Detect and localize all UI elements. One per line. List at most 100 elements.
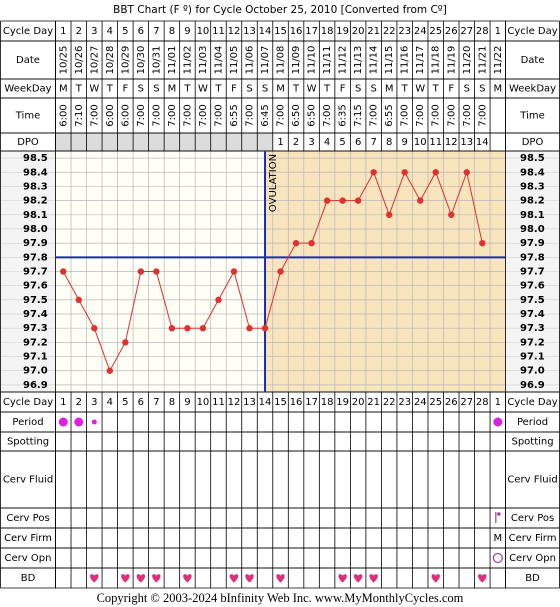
- temperature-point: [215, 296, 222, 304]
- cycle-day: 11: [212, 397, 225, 408]
- time: 6:50: [307, 104, 318, 126]
- bd-heart: [90, 574, 99, 583]
- dpo: 4: [324, 137, 330, 148]
- date: 11/15: [384, 46, 395, 75]
- footer: Copyright © 2003-2024 bInfinity Web Inc.…: [97, 591, 464, 605]
- y-tick-label: 97.1: [23, 352, 48, 363]
- y-tick-label: 98.1: [23, 210, 48, 221]
- temperature-point: [75, 296, 82, 304]
- weekday: T: [106, 84, 114, 95]
- dpo: 2: [293, 137, 299, 148]
- time: 6:35: [338, 104, 349, 126]
- bd-heart: [431, 574, 440, 583]
- chart-title: BBT Chart (F º) for Cycle October 25, 20…: [113, 4, 447, 16]
- row-label: Time: [519, 111, 544, 122]
- cycle-day: 1: [495, 397, 501, 408]
- time: 6:00: [58, 104, 69, 126]
- dpo: 9: [402, 137, 408, 148]
- date: 11/22: [493, 46, 504, 75]
- date: 11/17: [415, 46, 426, 75]
- time: 7:00: [369, 104, 380, 126]
- date: 11/21: [477, 46, 488, 75]
- date: 11/06: [245, 46, 256, 75]
- cycle-day: 27: [460, 397, 473, 408]
- cycle-day: 13: [243, 397, 256, 408]
- time: 6:00: [120, 104, 131, 126]
- cycle-day: 2: [76, 397, 82, 408]
- row-label: DPO: [522, 137, 544, 148]
- temperature-point: [308, 239, 315, 247]
- cycle-day: 20: [352, 397, 365, 408]
- weekday: S: [138, 84, 144, 95]
- temperature-point: [184, 325, 191, 332]
- bd-heart: [353, 574, 363, 583]
- row-label: Spotting: [7, 437, 49, 448]
- temperature-point: [417, 197, 424, 204]
- cerv-pos-icon: [497, 512, 501, 516]
- bd-heart: [369, 574, 378, 583]
- dpo: 13: [460, 137, 473, 148]
- cycle-day: 25: [429, 26, 442, 37]
- weekday: F: [122, 84, 128, 95]
- dpo: 10: [414, 137, 427, 148]
- cycle-day: 21: [367, 397, 380, 408]
- y-tick-label: 97.8: [23, 252, 48, 263]
- cycle-day: 12: [228, 26, 241, 37]
- row-label: Cerv Firm: [509, 533, 557, 544]
- weekday: S: [370, 84, 376, 95]
- date: 11/10: [307, 46, 318, 75]
- row-label: Period: [517, 417, 548, 428]
- temperature-point: [401, 169, 408, 176]
- y-tick-label: 98.3: [520, 181, 545, 192]
- date: 11/11: [322, 46, 333, 75]
- weekday: F: [340, 84, 346, 95]
- y-tick-label: 98.2: [23, 196, 48, 207]
- y-tick-label: 97.3: [520, 323, 545, 334]
- date: 11/16: [400, 46, 411, 75]
- temperature-point: [370, 169, 377, 176]
- y-tick-label: 98.5: [520, 153, 545, 164]
- temperature-point: [277, 268, 284, 275]
- cycle-day: 12: [228, 397, 241, 408]
- y-tick-label: 97.4: [520, 309, 545, 320]
- date: 10/26: [74, 46, 85, 75]
- temperature-point: [385, 211, 393, 218]
- cycle-day: 27: [460, 26, 473, 37]
- date: 11/04: [213, 46, 224, 75]
- y-tick-label: 98.0: [520, 224, 545, 235]
- time: 7:00: [167, 104, 178, 126]
- cycle-day: 14: [259, 26, 272, 37]
- temperature-point: [479, 239, 486, 247]
- row-label: Cycle Day: [507, 26, 557, 37]
- period-dot: [74, 417, 84, 427]
- y-tick-label: 97.9: [520, 238, 545, 249]
- y-tick-label: 97.6: [520, 281, 545, 292]
- cycle-day: 4: [107, 397, 113, 408]
- ovulation-label: OVULATION: [268, 154, 279, 212]
- date: 11/08: [276, 46, 287, 75]
- date: 11/03: [198, 46, 209, 75]
- dpo: 6: [355, 137, 361, 148]
- time: 7:00: [431, 104, 442, 126]
- time: 7:10: [74, 104, 85, 126]
- weekday: S: [262, 84, 268, 95]
- time: 7:00: [400, 104, 411, 126]
- weekday: S: [355, 84, 361, 95]
- weekday: W: [415, 84, 425, 95]
- time: 7:00: [446, 104, 457, 126]
- y-tick-label: 98.3: [23, 181, 48, 192]
- temperature-point: [122, 339, 129, 346]
- y-tick-label: 98.4: [520, 167, 545, 178]
- temperature-point: [60, 268, 67, 275]
- y-tick-label: 98.1: [520, 210, 545, 221]
- temperature-point: [91, 325, 98, 332]
- cycle-day: 3: [91, 26, 97, 37]
- temperature-point: [432, 169, 439, 176]
- row-label: BD: [525, 573, 540, 584]
- row-label: Cerv Fluid: [507, 475, 557, 486]
- date: 10/29: [120, 46, 131, 75]
- cycle-day: 3: [91, 397, 97, 408]
- cycle-day: 15: [274, 26, 287, 37]
- time: 7:15: [353, 104, 364, 126]
- bd-heart: [152, 574, 161, 583]
